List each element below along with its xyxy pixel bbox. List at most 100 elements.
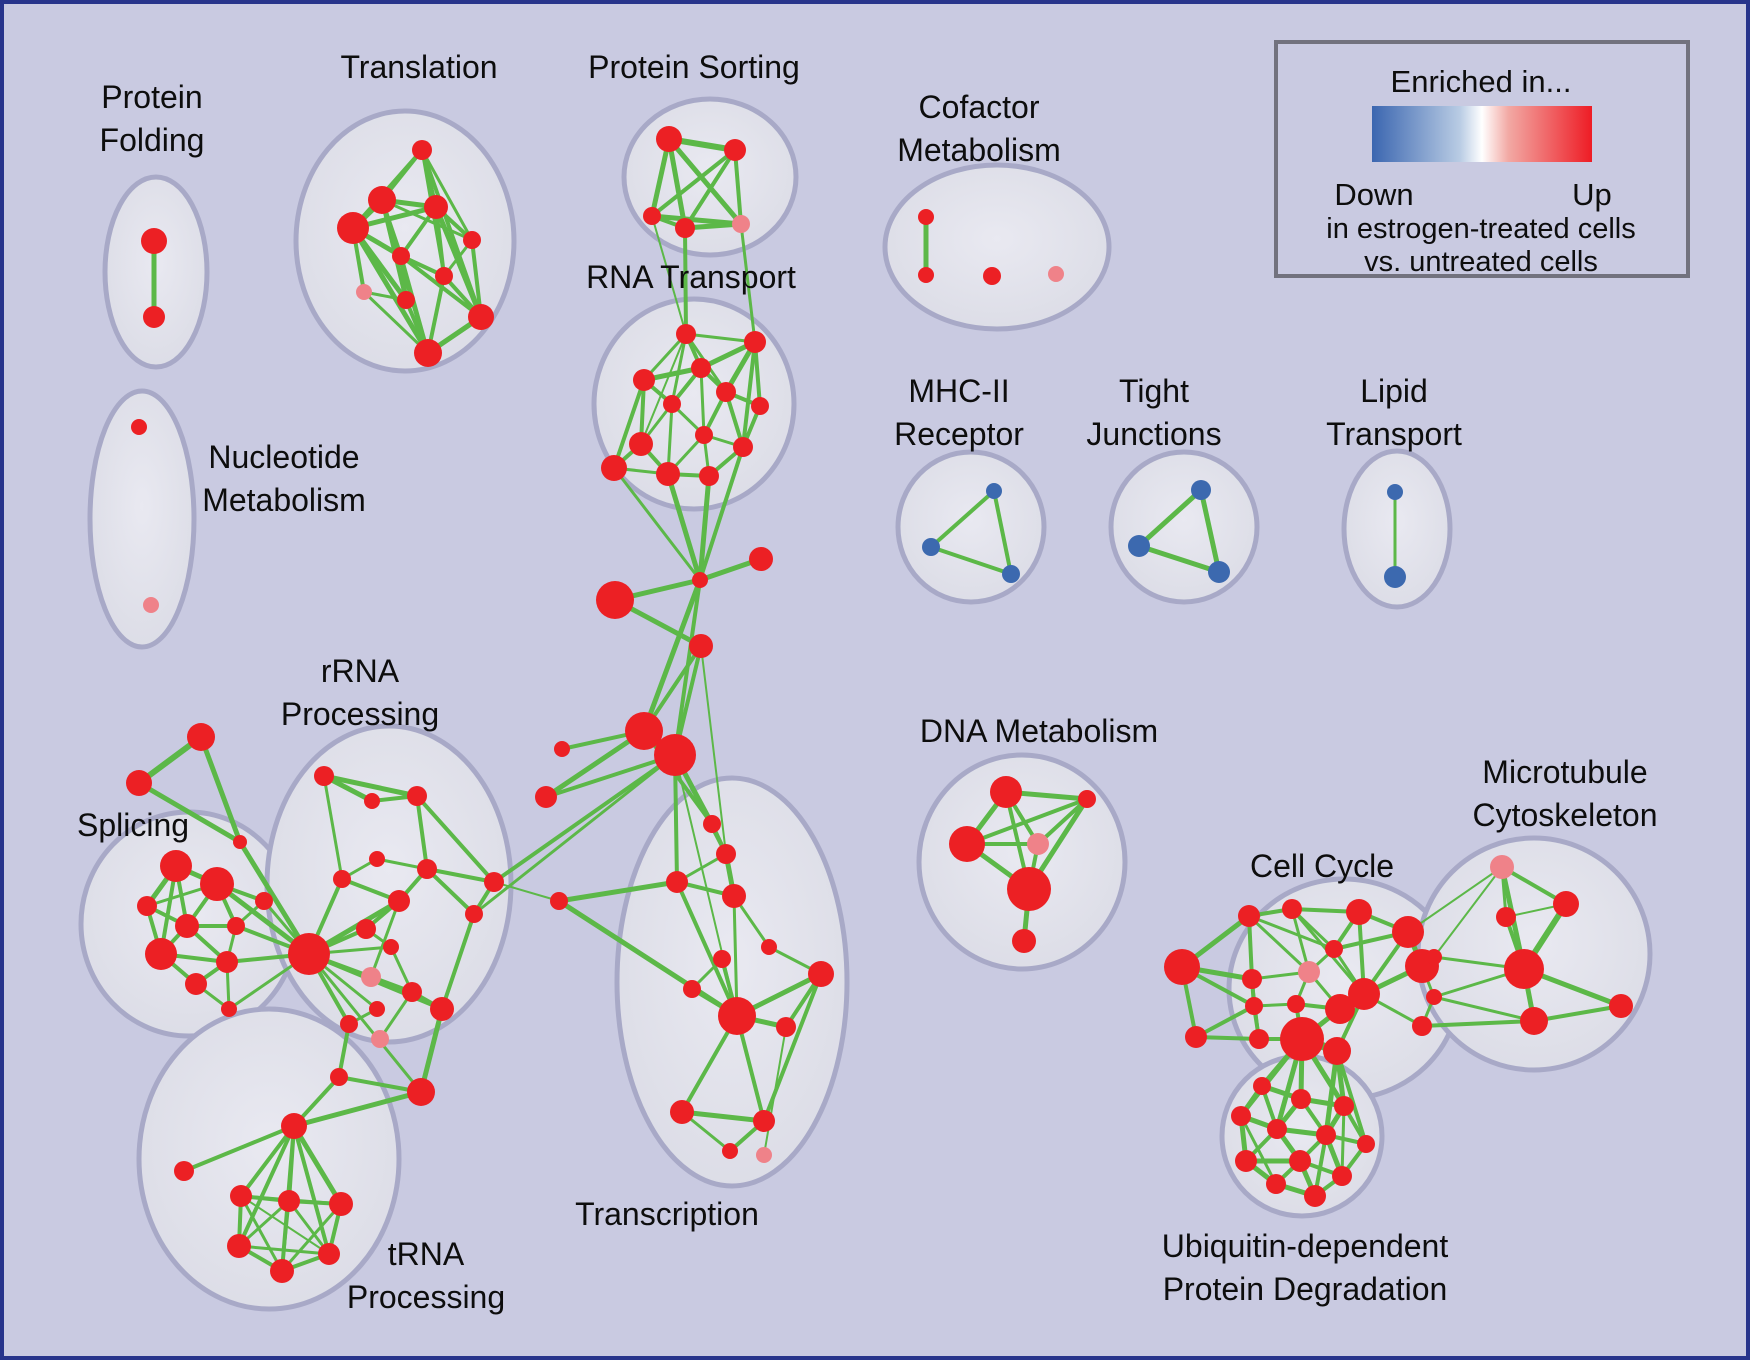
network-edge	[1323, 1048, 1340, 1138]
network-node	[1504, 949, 1544, 989]
network-edge	[683, 148, 737, 230]
network-node	[412, 140, 432, 160]
network-node	[666, 871, 688, 893]
network-node	[371, 1030, 389, 1048]
network-edge	[640, 333, 687, 445]
network-node	[1609, 994, 1633, 1018]
network-node	[1128, 535, 1150, 557]
network-node	[1027, 833, 1049, 855]
network-node	[397, 291, 415, 309]
network-edge	[697, 473, 712, 583]
network-edge	[684, 332, 757, 344]
network-edge	[425, 867, 476, 916]
cluster-label-lipid-transport: Lipid	[1360, 373, 1428, 409]
network-edge	[292, 1124, 331, 1256]
network-edge	[399, 254, 430, 355]
network-edge	[433, 204, 484, 320]
cluster-label-cofactor-metabolism: Cofactor	[919, 89, 1040, 125]
network-node	[1357, 1135, 1375, 1153]
network-node	[417, 859, 437, 879]
network-node	[369, 1001, 385, 1017]
network-edge	[929, 545, 1013, 576]
cluster-ellipse-rrna-processing	[264, 723, 514, 1045]
network-node	[749, 547, 773, 571]
network-edge	[307, 952, 423, 1094]
network-node	[143, 306, 165, 328]
network-node	[751, 397, 769, 415]
network-edge	[280, 1202, 343, 1273]
network-node	[1332, 1166, 1352, 1186]
network-edge	[1407, 866, 1503, 933]
network-node	[333, 870, 351, 888]
network-edge	[239, 1124, 296, 1198]
network-edge	[237, 839, 312, 957]
network-node	[703, 815, 721, 833]
cluster-label-protein-folding: Protein	[101, 79, 202, 115]
network-node	[691, 358, 711, 378]
network-node	[699, 466, 719, 486]
network-edge	[291, 1089, 424, 1129]
network-edge	[965, 797, 1089, 846]
network-edge	[240, 1195, 330, 1255]
network-node	[356, 284, 372, 300]
network-edge	[733, 148, 743, 226]
network-node	[554, 741, 570, 757]
legend-caption-line1: in estrogen-treated cells	[1326, 213, 1636, 245]
network-node	[145, 938, 177, 970]
network-node	[808, 961, 834, 987]
network-edge	[420, 148, 474, 242]
network-node	[1235, 1150, 1257, 1172]
legend-gradient-bar	[1372, 106, 1592, 162]
cluster-label-splicing: Splicing	[77, 807, 189, 843]
network-nodes	[126, 126, 1633, 1283]
cluster-label-lipid-transport: Transport	[1326, 416, 1462, 452]
network-node	[663, 395, 681, 413]
network-node	[1304, 1185, 1326, 1207]
network-node	[463, 231, 481, 249]
network-node	[986, 483, 1002, 499]
network-edge	[649, 136, 672, 219]
network-node	[356, 919, 376, 939]
network-node	[722, 1143, 738, 1159]
cluster-label-trna-processing: tRNA	[388, 1236, 465, 1272]
network-node	[1185, 1026, 1207, 1048]
cluster-label-mhc-ii-receptor: Receptor	[894, 416, 1024, 452]
cluster-label-trna-processing: Processing	[347, 1279, 505, 1315]
network-node	[1208, 561, 1230, 583]
network-node	[1316, 1125, 1336, 1145]
network-node	[716, 844, 736, 864]
network-node	[187, 723, 215, 751]
network-node	[174, 1161, 194, 1181]
network-edge	[1136, 487, 1204, 549]
network-edge	[493, 881, 560, 902]
legend-caption-line2: vs. untreated cells	[1364, 246, 1598, 278]
network-node	[643, 207, 661, 225]
network-edge	[369, 899, 401, 979]
network-node	[918, 267, 934, 283]
network-edge	[679, 1109, 767, 1124]
network-node	[141, 228, 167, 254]
network-edge	[612, 378, 646, 470]
network-node	[270, 1259, 294, 1283]
network-node	[1325, 994, 1355, 1024]
network-edge	[556, 898, 740, 1019]
network-edge	[929, 489, 996, 549]
network-node	[1289, 1150, 1311, 1172]
network-node	[407, 786, 427, 806]
network-edge	[732, 894, 739, 1018]
network-edge	[992, 489, 1013, 576]
network-node	[318, 1243, 340, 1265]
network-node	[629, 432, 653, 456]
legend-box	[1274, 40, 1690, 278]
network-edge	[291, 1123, 344, 1207]
network-node	[1392, 916, 1424, 948]
network-node	[1164, 949, 1200, 985]
network-node	[761, 939, 777, 955]
network-edge	[418, 1006, 445, 1095]
network-edge	[699, 366, 706, 437]
cluster-labels: Protein Folding Translation Protein Sorting…	[77, 49, 1658, 1315]
cluster-ellipse-cofactor-metabolism	[882, 162, 1112, 332]
network-node	[601, 455, 627, 481]
network-node	[1490, 855, 1514, 879]
network-edge	[1136, 543, 1222, 575]
